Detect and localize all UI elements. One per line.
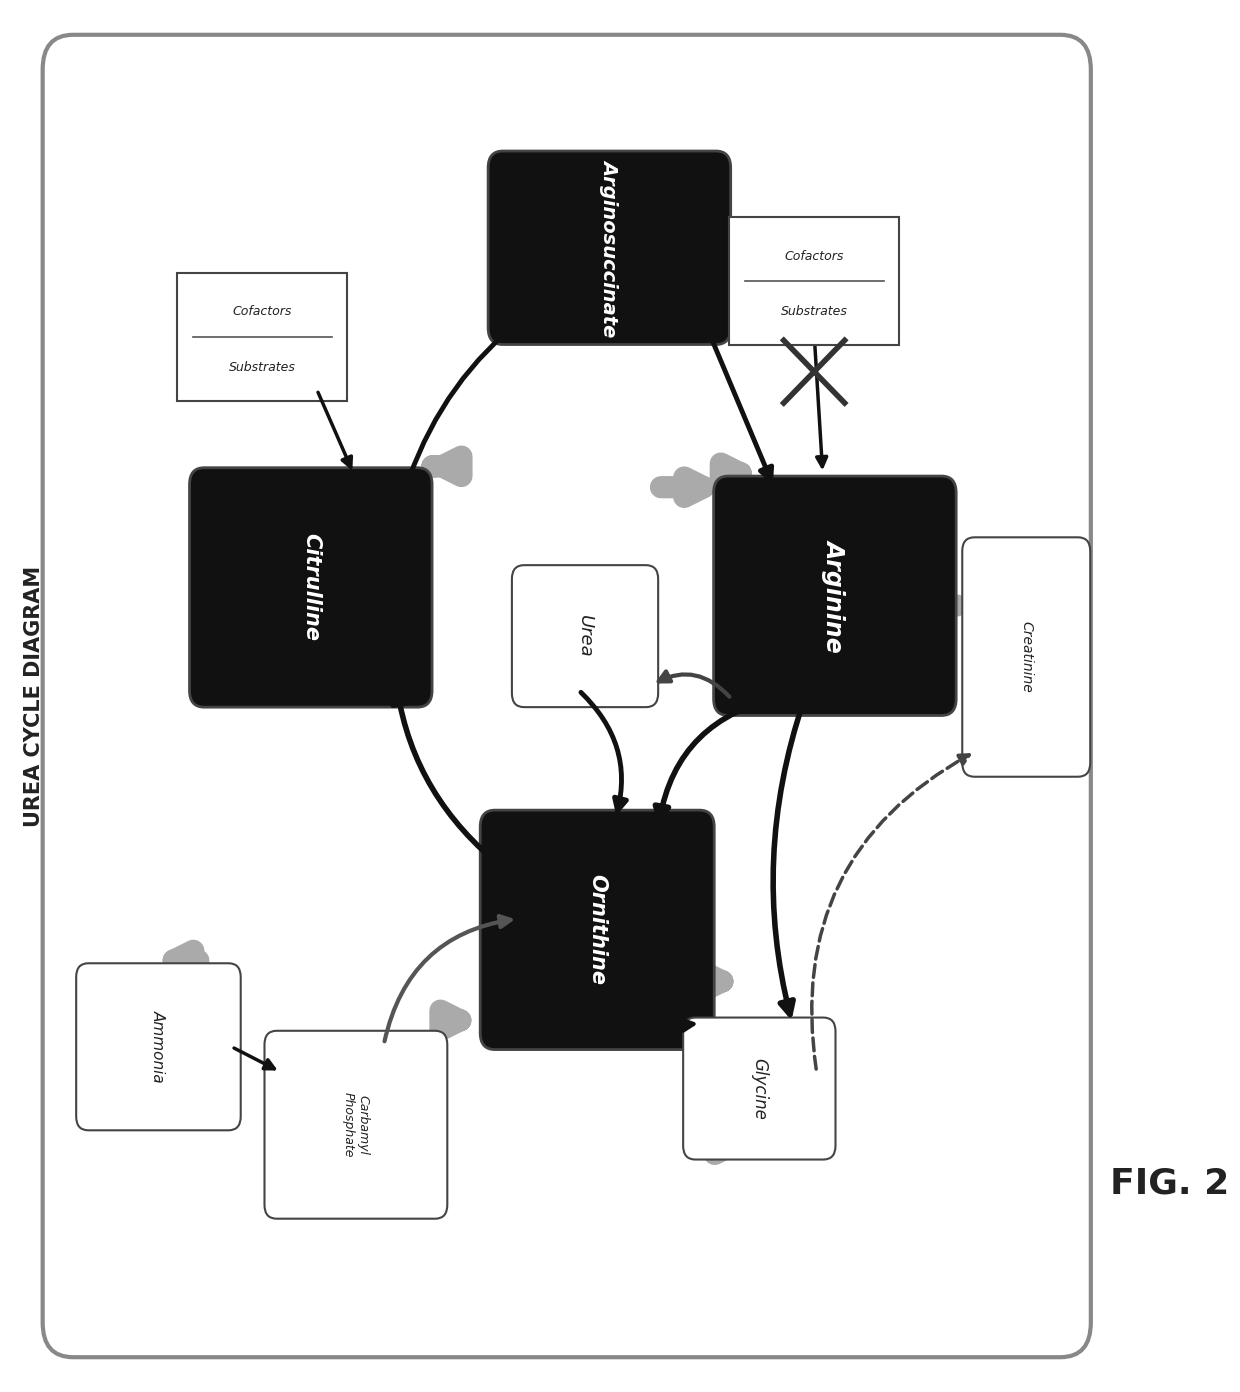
Text: Arginine: Arginine xyxy=(823,540,847,651)
Text: FIG. 2: FIG. 2 xyxy=(1111,1166,1230,1200)
Text: Cofactors: Cofactors xyxy=(232,305,291,319)
FancyBboxPatch shape xyxy=(683,1018,836,1160)
Text: Cofactors: Cofactors xyxy=(785,249,844,263)
Text: Creatinine: Creatinine xyxy=(1019,621,1033,693)
FancyBboxPatch shape xyxy=(42,35,1091,1357)
FancyBboxPatch shape xyxy=(76,963,241,1130)
FancyBboxPatch shape xyxy=(713,476,956,715)
FancyBboxPatch shape xyxy=(729,217,899,345)
Text: Ammonia: Ammonia xyxy=(151,1011,166,1083)
Text: Carbamyl
Phosphate: Carbamyl Phosphate xyxy=(342,1091,370,1158)
Text: UREA CYCLE DIAGRAM: UREA CYCLE DIAGRAM xyxy=(24,565,45,827)
FancyBboxPatch shape xyxy=(489,152,730,344)
FancyBboxPatch shape xyxy=(480,810,714,1050)
FancyBboxPatch shape xyxy=(177,273,347,401)
Text: HCO3 + 2 ATP +: HCO3 + 2 ATP + xyxy=(94,992,108,1096)
FancyBboxPatch shape xyxy=(512,565,658,707)
Text: Ornithine: Ornithine xyxy=(588,874,608,986)
Text: Citrulline: Citrulline xyxy=(301,533,321,642)
Text: Substrates: Substrates xyxy=(228,361,295,374)
Text: Arginosuccinate: Arginosuccinate xyxy=(600,159,619,337)
Text: Glycine: Glycine xyxy=(750,1058,769,1119)
Text: Urea: Urea xyxy=(577,615,594,657)
FancyBboxPatch shape xyxy=(264,1030,448,1219)
FancyBboxPatch shape xyxy=(962,537,1090,777)
FancyBboxPatch shape xyxy=(190,468,432,707)
Text: Substrates: Substrates xyxy=(781,305,848,319)
